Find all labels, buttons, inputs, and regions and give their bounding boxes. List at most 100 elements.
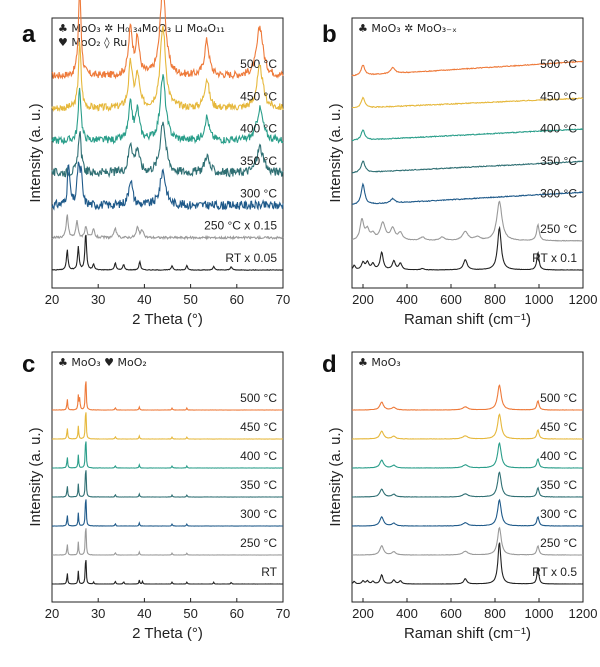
legend-line-2: ♥ MoO₂ ◊ Ru bbox=[58, 36, 127, 49]
series-line-350 bbox=[51, 470, 283, 498]
panel-letter-a: a bbox=[22, 21, 36, 48]
y-axis-title: Intensity (a. u.) bbox=[27, 103, 44, 202]
series-label-300: 300 °C bbox=[540, 186, 577, 200]
series-line-350 bbox=[351, 471, 584, 498]
x-tick-label: 50 bbox=[183, 292, 197, 307]
series-line-RT bbox=[351, 542, 584, 585]
series-line-400 bbox=[351, 128, 584, 142]
series-label-400: 400 °C bbox=[540, 449, 577, 463]
x-tick-label: 400 bbox=[396, 292, 418, 307]
x-axis-title: 2 Theta (°) bbox=[132, 311, 203, 328]
plot-frame bbox=[351, 351, 584, 603]
plot-frame bbox=[51, 17, 284, 289]
series-label-350: 350 °C bbox=[240, 478, 277, 492]
series-line-RT bbox=[51, 234, 283, 271]
plot-frame bbox=[351, 17, 584, 289]
x-tick-label: 400 bbox=[396, 606, 418, 621]
x-tick-label: 1000 bbox=[525, 292, 554, 307]
x-axis-title: Raman shift (cm⁻¹) bbox=[404, 311, 531, 328]
y-axis-title: Intensity (a. u.) bbox=[27, 427, 44, 526]
x-tick-label: 70 bbox=[276, 292, 290, 307]
panel-b: b 200 400 600 800 1000 1200 Raman shift (cm⁻¹) I… bbox=[322, 17, 598, 328]
series-label-250: 250 °C bbox=[540, 222, 577, 236]
series-label-400: 400 °C bbox=[240, 449, 277, 463]
series-line-500 bbox=[51, 381, 284, 411]
series-line-300 bbox=[51, 499, 283, 527]
x-tick-label: 800 bbox=[484, 606, 506, 621]
series-label-RT: RT bbox=[261, 565, 277, 579]
series-label-500: 500 °C bbox=[540, 57, 577, 71]
legend-line-1: ♣ MoO₃ ♥ MoO₂ bbox=[58, 356, 147, 369]
panel-letter-c: c bbox=[22, 351, 35, 378]
series-label-300: 300 °C bbox=[540, 507, 577, 521]
series-label-350: 350 °C bbox=[240, 154, 277, 168]
series-label-450: 450 °C bbox=[540, 89, 577, 103]
x-axis-title: Raman shift (cm⁻¹) bbox=[404, 625, 531, 642]
series-line-350 bbox=[352, 160, 584, 174]
x-tick-label: 20 bbox=[45, 292, 59, 307]
panel-letter-b: b bbox=[322, 21, 337, 48]
series-line-500 bbox=[352, 384, 583, 411]
panel-a: a 20 30 40 50 60 70 2 Theta (°) Intensity (a. u.… bbox=[22, 0, 290, 328]
x-tick-label: 70 bbox=[276, 606, 290, 621]
series-line-500 bbox=[351, 60, 584, 77]
x-tick-label: 50 bbox=[183, 606, 197, 621]
x-tick-label: 600 bbox=[440, 606, 462, 621]
y-axis-title: Intensity (a. u.) bbox=[327, 103, 344, 202]
series-label-RT: RT x 0.5 bbox=[532, 565, 577, 579]
series-line-500 bbox=[51, 0, 284, 80]
legend-line-1: ♣ MoO₃ ✲ H₀.₃₄MoO₃ ⊔ Mo₄O₁₁ bbox=[58, 22, 225, 35]
x-tick-label: 60 bbox=[230, 292, 244, 307]
panel-d: d 200 400 600 800 1000 1200 Raman shift (cm⁻¹) I… bbox=[322, 351, 597, 642]
series-line-400 bbox=[51, 441, 284, 469]
x-tick-label: 40 bbox=[137, 292, 151, 307]
series-line-250 bbox=[351, 526, 584, 556]
series-label-300: 300 °C bbox=[240, 507, 277, 521]
series-line-250 bbox=[51, 214, 284, 241]
series-line-RT bbox=[51, 560, 283, 585]
series-label-450: 450 °C bbox=[240, 89, 277, 103]
legend-line-1: ♣ MoO₃ bbox=[358, 356, 401, 369]
series-line-450 bbox=[51, 25, 284, 113]
series-line-450 bbox=[351, 96, 584, 109]
y-axis-title: Intensity (a. u.) bbox=[327, 427, 344, 526]
x-tick-label: 1200 bbox=[569, 292, 598, 307]
series-label-250: 250 °C bbox=[240, 536, 277, 550]
x-tick-label: 1000 bbox=[525, 606, 554, 621]
x-axis-title: 2 Theta (°) bbox=[132, 625, 203, 642]
series-line-400 bbox=[51, 74, 284, 145]
series-label-350: 350 °C bbox=[540, 478, 577, 492]
panel-letter-d: d bbox=[322, 351, 337, 378]
plot-frame bbox=[51, 351, 284, 603]
x-tick-label: 1200 bbox=[569, 606, 598, 621]
x-tick-label: 600 bbox=[440, 292, 462, 307]
series-label-400: 400 °C bbox=[240, 122, 277, 136]
x-tick-label: 60 bbox=[230, 606, 244, 621]
series-line-300 bbox=[351, 182, 584, 205]
series-line-250 bbox=[52, 528, 284, 556]
series-label-RT: RT x 0.05 bbox=[225, 251, 277, 265]
series-label-300: 300 °C bbox=[240, 186, 277, 200]
series-label-250: 250 °C x 0.15 bbox=[204, 219, 277, 233]
series-line-RT bbox=[351, 225, 584, 271]
series-line-250 bbox=[351, 200, 584, 242]
series-label-450: 450 °C bbox=[540, 420, 577, 434]
series-label-500: 500 °C bbox=[240, 57, 277, 71]
series-label-500: 500 °C bbox=[540, 391, 577, 405]
x-tick-label: 30 bbox=[91, 606, 105, 621]
x-tick-label: 40 bbox=[137, 606, 151, 621]
x-tick-label: 20 bbox=[45, 606, 59, 621]
panel-c: c 20 30 40 50 60 70 2 Theta (°) Intensity (a. u.… bbox=[22, 351, 290, 642]
series-label-500: 500 °C bbox=[240, 391, 277, 405]
series-line-300 bbox=[51, 161, 284, 211]
series-label-350: 350 °C bbox=[540, 154, 577, 168]
legend-line-1: ♣ MoO₃ ✲ MoO₃₋ₓ bbox=[358, 22, 457, 35]
series-line-450 bbox=[351, 413, 584, 440]
x-tick-label: 30 bbox=[91, 292, 105, 307]
series-label-RT: RT x 0.1 bbox=[532, 251, 577, 265]
series-label-400: 400 °C bbox=[540, 122, 577, 136]
series-label-250: 250 °C bbox=[540, 536, 577, 550]
x-tick-label: 200 bbox=[352, 606, 374, 621]
series-line-300 bbox=[352, 498, 583, 527]
